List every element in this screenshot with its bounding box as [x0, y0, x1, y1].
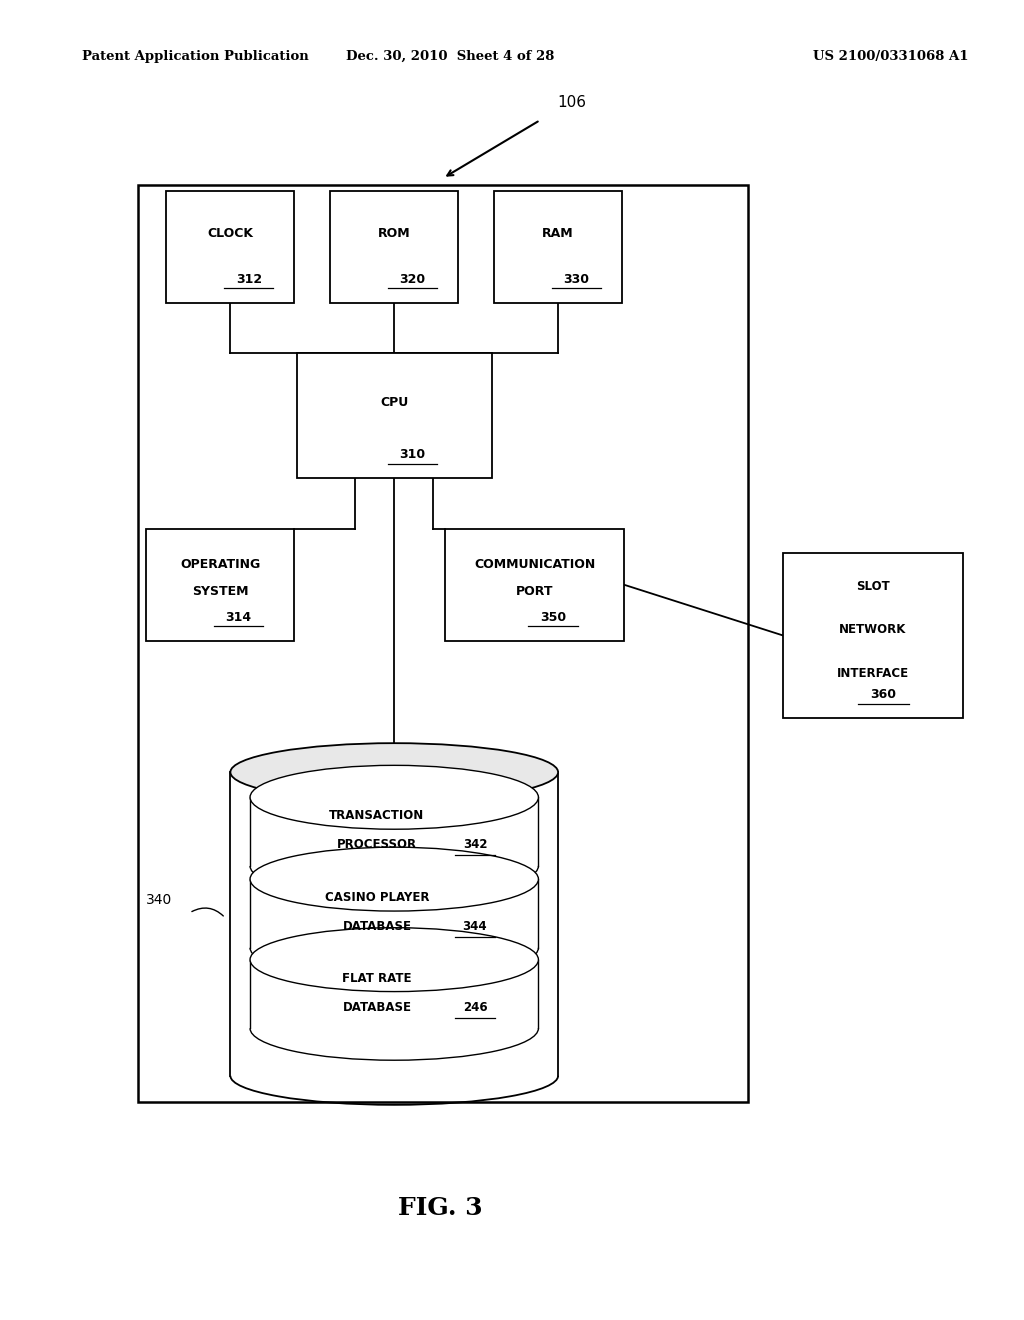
Ellipse shape: [230, 743, 558, 801]
Text: RAM: RAM: [543, 227, 573, 240]
Bar: [138, 185, 748, 1102]
Text: COMMUNICATION: COMMUNICATION: [474, 558, 595, 572]
Bar: [166, 190, 295, 304]
Text: 350: 350: [540, 611, 566, 623]
Bar: [330, 190, 459, 304]
Text: PORT: PORT: [516, 585, 553, 598]
Bar: [297, 352, 492, 478]
Text: FIG. 3: FIG. 3: [398, 1196, 482, 1220]
Text: NETWORK: NETWORK: [840, 623, 906, 636]
Text: INTERFACE: INTERFACE: [837, 667, 909, 680]
Text: SLOT: SLOT: [856, 579, 890, 593]
Text: 314: 314: [225, 611, 252, 623]
Text: 106: 106: [557, 95, 587, 111]
Text: 320: 320: [399, 273, 426, 285]
Text: CASINO PLAYER: CASINO PLAYER: [325, 891, 429, 904]
Text: CLOCK: CLOCK: [208, 227, 253, 240]
Text: Patent Application Publication: Patent Application Publication: [82, 50, 308, 63]
Text: US 2100/0331068 A1: US 2100/0331068 A1: [813, 50, 969, 63]
Text: SYSTEM: SYSTEM: [191, 585, 249, 598]
Text: 330: 330: [563, 273, 590, 285]
Text: CPU: CPU: [380, 396, 409, 409]
Text: TRANSACTION: TRANSACTION: [330, 809, 425, 822]
Bar: [444, 528, 624, 640]
Text: ROM: ROM: [378, 227, 411, 240]
Text: DATABASE: DATABASE: [342, 1001, 412, 1014]
Bar: [495, 190, 623, 304]
Text: OPERATING: OPERATING: [180, 558, 260, 572]
Bar: [783, 553, 963, 718]
Ellipse shape: [250, 928, 539, 991]
Text: DATABASE: DATABASE: [342, 920, 412, 933]
Text: FLAT RATE: FLAT RATE: [342, 972, 412, 985]
Text: 312: 312: [236, 273, 262, 285]
Text: PROCESSOR: PROCESSOR: [337, 838, 417, 851]
Ellipse shape: [250, 766, 539, 829]
Text: 340: 340: [145, 892, 172, 907]
Text: 344: 344: [463, 920, 487, 933]
Ellipse shape: [250, 847, 539, 911]
Text: 310: 310: [399, 449, 426, 461]
Text: Dec. 30, 2010  Sheet 4 of 28: Dec. 30, 2010 Sheet 4 of 28: [346, 50, 555, 63]
Text: 342: 342: [463, 838, 487, 851]
Bar: [146, 528, 295, 640]
Text: 246: 246: [463, 1001, 487, 1014]
Text: 360: 360: [870, 688, 896, 701]
